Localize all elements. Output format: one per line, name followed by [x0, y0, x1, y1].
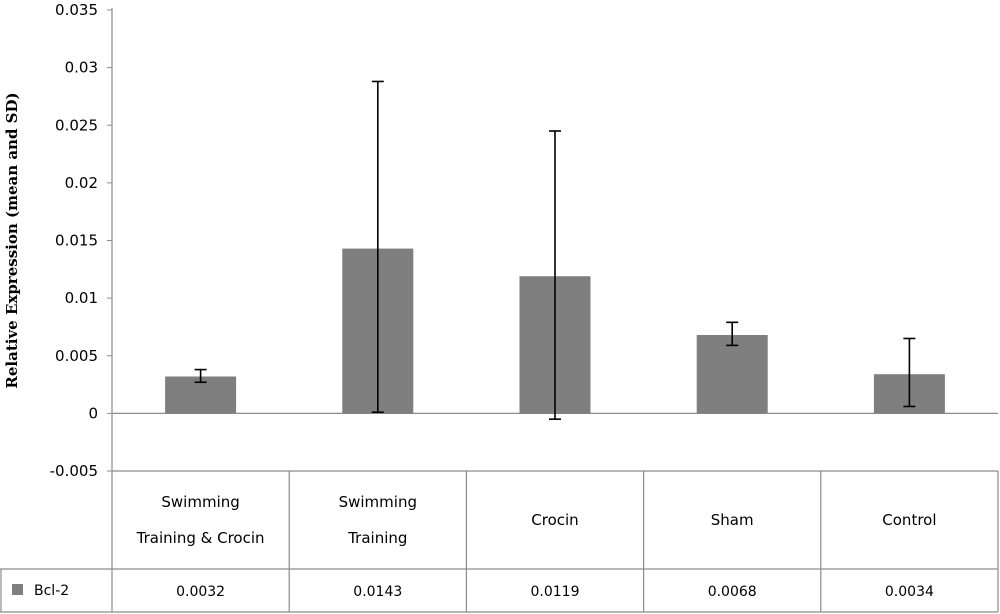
- y-tick-label: 0.025: [55, 116, 98, 134]
- y-tick-label: 0: [88, 404, 98, 422]
- bars: [165, 80, 945, 420]
- y-tick-label: 0.015: [55, 232, 98, 250]
- data-table: Swimming Training & Crocin Swimming Trainin…: [0, 470, 999, 613]
- category-label: Sham: [711, 511, 754, 529]
- data-value-label: 0.0034: [885, 584, 934, 600]
- legend-label: Bcl-2: [34, 583, 69, 599]
- data-value-label: 0.0119: [531, 584, 580, 600]
- category-label: Crocin: [531, 511, 578, 529]
- y-tick-label: 0.01: [65, 289, 98, 307]
- category-label: Training & Crocin: [136, 529, 265, 547]
- y-tick-label: 0.035: [55, 1, 98, 19]
- y-tick-label: 0.02: [65, 174, 98, 192]
- data-value-label: 0.0143: [353, 584, 402, 600]
- category-label: Swimming: [161, 493, 239, 511]
- y-tick-label: 0.005: [55, 347, 98, 365]
- category-label: Training: [347, 529, 407, 547]
- y-tick-label: -0.005: [50, 462, 98, 480]
- y-tick-label: 0.03: [65, 59, 98, 77]
- legend-swatch: [12, 584, 23, 595]
- category-label: Swimming: [339, 493, 417, 511]
- data-value-label: 0.0068: [708, 584, 757, 600]
- category-label: Control: [882, 511, 936, 529]
- bar: [696, 335, 768, 414]
- y-axis-label: Relative Expression (mean and SD): [3, 92, 21, 388]
- data-value-label: 0.0032: [176, 584, 225, 600]
